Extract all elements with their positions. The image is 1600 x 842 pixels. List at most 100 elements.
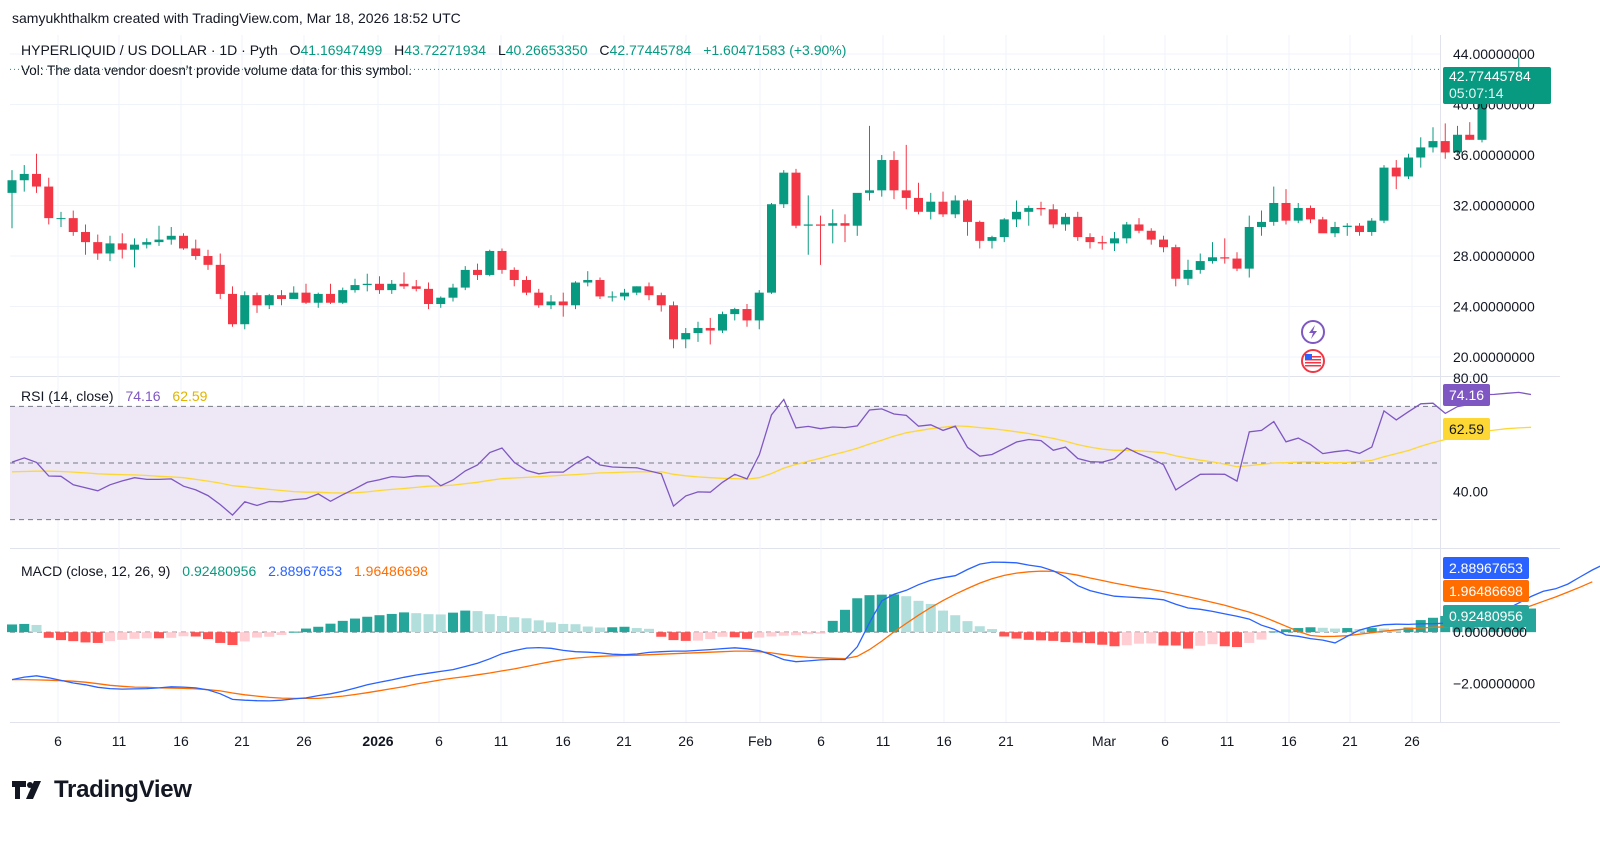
macd-histogram-bar [1281,629,1291,633]
candle-body [1269,202,1279,222]
candle-body [154,239,164,243]
candle-body [203,256,213,265]
macd-histogram-bar [460,610,471,633]
macd-histogram-bar [607,627,618,633]
open-label: O [289,42,301,58]
candle-body [399,283,409,287]
macd-histogram-bar [815,632,826,634]
candle-body [32,173,41,187]
macd-histogram-bar [166,632,177,638]
price-tick-label: 24.00000000 [1453,299,1535,315]
x-tick-label: 16 [1281,733,1297,749]
macd-histogram-bar [1268,631,1279,633]
macd-histogram-bar [227,632,238,645]
macd-histogram-bar [1391,629,1402,633]
flag-stripe [1305,365,1321,367]
rsi-legend: RSI (14, close) 74.16 62.59 [21,388,207,404]
candle-body [1244,226,1254,269]
flag-stripe [1305,359,1321,361]
candle-body [852,192,862,226]
x-tick-label: 26 [1404,733,1420,749]
candle-body [754,292,764,321]
candle-body [1024,208,1034,212]
candle-body [926,201,936,212]
last-price-label: 42.77445784 05:07:14 [1443,67,1551,104]
candle-body [558,301,568,306]
macd-histogram-bar [80,632,91,643]
macd-histogram-bar [313,626,324,633]
x-tick-label: 11 [494,733,509,749]
macd-histogram-bar [1011,632,1022,639]
x-tick-label: 11 [112,733,127,749]
candle-body [963,200,972,222]
candle-body [1465,134,1475,140]
candle-body [901,190,911,198]
candle-body [987,237,997,241]
candle-body [19,173,29,181]
macd-histogram-bar [1207,632,1218,645]
macd-histogram-bar [717,632,728,637]
macd-histogram-bar [509,617,520,633]
candle-body [338,290,348,303]
macd-histogram-bar [987,629,997,633]
chart-credit: samyukhthalkm created with TradingView.c… [12,10,461,26]
macd-histogram-bar [999,632,1010,637]
macd-histogram-bar [7,624,17,633]
candle-body [68,218,78,233]
macd-histogram-bar [913,600,924,633]
candle-body [1036,208,1046,210]
close-label: C [599,42,610,58]
candle-body [865,190,874,193]
candle-body [485,250,495,275]
candle-body [424,288,433,305]
macd-histogram-bar [92,632,103,643]
change-value: +1.60471583 (+3.90%) [703,42,847,58]
candle-body [497,250,507,270]
macd-histogram-bar [876,594,887,633]
macd-histogram-bar [374,615,385,633]
macd-histogram-bar [766,632,777,637]
macd-tick-label: −2.00000000 [1453,675,1535,691]
macd-histogram-bar [840,609,850,633]
macd-histogram-bar [1048,632,1059,641]
candle-body [448,287,458,298]
macd-histogram-bar [472,611,483,633]
macd-histogram-bar [1526,608,1536,633]
candle-body [693,328,703,334]
candle-body [44,186,54,219]
macd-histogram-bar [1097,632,1108,645]
macd-histogram-bar [668,632,679,641]
macd-histogram-bar [129,632,140,639]
price-tick-label: 36.00000000 [1453,147,1535,163]
macd-histogram-bar [656,632,667,637]
macd-histogram-bar [264,632,275,637]
macd-hist-label: 0.92480956 [1443,605,1529,627]
tradingview-logo[interactable]: TradingView [12,776,192,804]
x-tick-label: Mar [1092,733,1116,749]
candle-body [1073,216,1083,238]
candle-body [473,269,482,275]
candle-body [411,286,421,289]
macd-title: MACD (close, 12, 26, 9) [21,563,171,579]
candle-body [816,224,825,226]
macd-histogram-bar [1256,632,1267,640]
lightning-bolt-icon [1309,325,1317,339]
candle-body [571,282,580,306]
open-value: 41.16947499 [300,42,383,58]
candle-body [1097,242,1107,244]
candle-body [620,292,629,297]
macd-histogram-bar [864,595,875,633]
macd-histogram-bar [484,614,495,633]
macd-histogram-bar [56,632,66,641]
candle-body [1355,225,1364,233]
candle-body [1318,219,1328,234]
candle-body [1281,202,1291,221]
x-tick-label: 6 [54,733,62,749]
x-tick-label: 11 [876,733,891,749]
macd-histogram-bar [570,624,581,633]
macd-histogram-bar [1195,632,1206,646]
macd-histogram-bar [1366,628,1377,633]
macd-histogram-bar [362,616,373,633]
macd-histogram-bar [791,632,801,636]
